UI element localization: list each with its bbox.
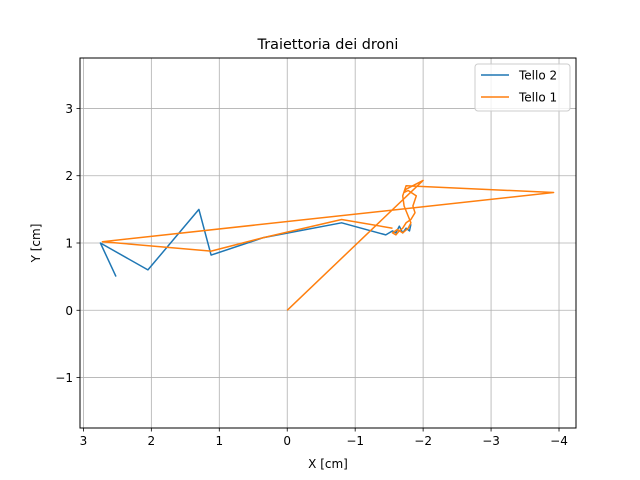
legend-label-tello-1: Tello 1 xyxy=(518,91,557,105)
plot-lines xyxy=(99,179,555,311)
grid xyxy=(80,58,576,428)
x-tick-label: −1 xyxy=(346,434,364,448)
legend-label-tello-2: Tello 2 xyxy=(518,69,557,83)
axis-ticks: 3 2 1 0 −1 −2 −3 −4 −1 0 1 2 3 xyxy=(55,102,568,448)
series-line-tello-1 xyxy=(101,179,555,311)
x-tick-label: −3 xyxy=(482,434,500,448)
x-tick-label: 3 xyxy=(80,434,88,448)
y-tick-label: −1 xyxy=(55,371,73,385)
y-tick-label: 3 xyxy=(65,102,73,116)
y-tick-label: 1 xyxy=(65,237,73,251)
chart-title: Traiettoria dei droni xyxy=(257,37,399,53)
x-axis-label: X [cm] xyxy=(308,457,348,471)
legend: Tello 2 Tello 1 xyxy=(474,63,571,112)
x-tick-label: 0 xyxy=(283,434,291,448)
y-tick-label: 2 xyxy=(65,169,73,183)
x-tick-label: 1 xyxy=(215,434,223,448)
x-tick-label: −4 xyxy=(550,434,568,448)
x-tick-label: 2 xyxy=(148,434,156,448)
x-tick-label: −2 xyxy=(414,434,432,448)
y-axis-label: Y [cm] xyxy=(29,224,43,264)
series-line-tello-2 xyxy=(99,208,412,277)
y-tick-label: 0 xyxy=(65,304,73,318)
